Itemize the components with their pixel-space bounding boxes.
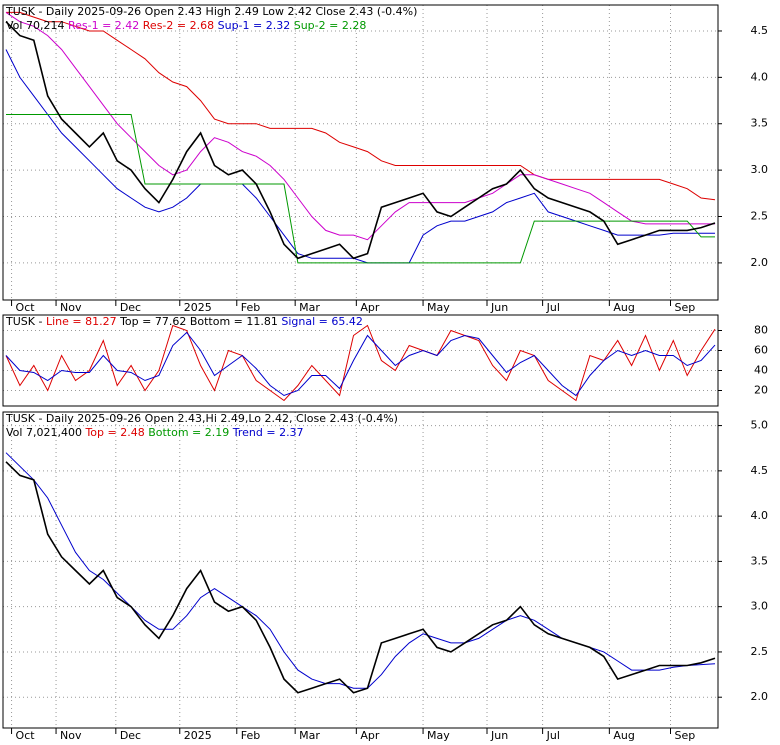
header-item: Bottom = 2.19	[148, 426, 233, 439]
series-line	[5, 21, 716, 260]
header-item: Top = 77.62	[119, 315, 190, 328]
x-tick-label: Dec	[120, 729, 141, 742]
header-item: TUSK - Daily 2025-09-26 Open 2.43,Hi 2.4…	[5, 412, 398, 425]
panel-header: Vol 70,214 Res-1 = 2.42 Res-2 = 2.68 Sup…	[6, 19, 366, 32]
header-item: Bottom = 11.81	[190, 315, 282, 328]
x-tick-label: 2025	[184, 301, 212, 314]
y-tick-label: 3.0	[751, 600, 769, 613]
x-tick-label: Jul	[546, 301, 560, 314]
y-tick-label: 80	[754, 324, 768, 337]
y-tick-label: 2.5	[751, 210, 769, 223]
x-tick-label: May	[427, 729, 450, 742]
x-tick-label: Aug	[613, 729, 634, 742]
panel-frame	[2, 4, 719, 301]
header-item: Res-1 = 2.42	[68, 19, 143, 32]
y-tick-label: 40	[754, 364, 768, 377]
y-tick-label: 4.0	[751, 70, 769, 83]
panel-header: TUSK - Daily 2025-09-26 Open 2.43 High 2…	[5, 5, 417, 18]
header-item: Sup-2 = 2.28	[294, 19, 367, 32]
header-item: Vol 7,021,400	[6, 426, 85, 439]
header-item: TUSK - Daily 2025-09-26 Open 2.43 High 2…	[5, 5, 417, 18]
series-line	[5, 11, 715, 241]
x-tick-label: Oct	[16, 729, 36, 742]
x-tick-label: Apr	[360, 729, 380, 742]
x-tick-label: 2025	[184, 729, 212, 742]
panel-header: TUSK - Daily 2025-09-26 Open 2.43,Hi 2.4…	[5, 412, 398, 425]
y-tick-label: 2.0	[751, 256, 769, 269]
x-tick-label: Feb	[241, 729, 260, 742]
y-tick-label: 3.5	[751, 117, 769, 130]
x-tick-label: Nov	[60, 729, 82, 742]
y-tick-label: 5.0	[751, 419, 769, 432]
series-line	[5, 324, 716, 402]
x-tick-label: Jun	[490, 301, 508, 314]
x-tick-label: Mar	[299, 729, 320, 742]
y-tick-label: 2.0	[751, 690, 769, 703]
series-line	[5, 452, 716, 689]
series-line	[5, 331, 716, 397]
x-tick-label: Feb	[241, 301, 260, 314]
x-tick-label: Aug	[613, 301, 634, 314]
x-tick-label: Mar	[299, 301, 320, 314]
y-tick-label: 2.5	[751, 645, 769, 658]
header-item: Top = 2.48	[84, 426, 148, 439]
y-tick-label: 60	[754, 344, 768, 357]
x-tick-label: Apr	[360, 301, 380, 314]
header-item: Res-2 = 2.68	[143, 19, 218, 32]
header-item: TUSK -	[5, 315, 46, 328]
series-line	[5, 461, 716, 694]
panel-header: Vol 7,021,400 Top = 2.48 Bottom = 2.19 T…	[6, 426, 304, 439]
x-tick-label: Dec	[120, 301, 141, 314]
panel-header: TUSK - Line = 81.27 Top = 77.62 Bottom =…	[5, 315, 363, 328]
x-tick-label: Sep	[675, 729, 696, 742]
x-tick-label: May	[427, 301, 450, 314]
x-tick-label: Sep	[675, 301, 696, 314]
x-tick-label: Jul	[546, 729, 560, 742]
x-tick-label: Nov	[60, 301, 82, 314]
y-tick-label: 4.5	[751, 24, 769, 37]
header-item: Sup-1 = 2.32	[218, 19, 294, 32]
series-line	[6, 11, 716, 201]
header-item: Line = 81.27	[46, 315, 120, 328]
series-line	[6, 114, 715, 264]
panel-frame	[2, 314, 719, 407]
y-tick-label: 4.0	[751, 509, 769, 522]
x-tick-label: Jun	[490, 729, 508, 742]
y-tick-label: 3.0	[751, 163, 769, 176]
panel-frame	[2, 411, 719, 729]
header-item: Vol 70,214	[6, 19, 68, 32]
y-tick-label: 20	[754, 384, 768, 397]
header-item: Trend = 2.37	[232, 426, 304, 439]
x-tick-label: Oct	[16, 301, 36, 314]
header-item: Signal = 65.42	[281, 315, 363, 328]
y-tick-label: 3.5	[751, 554, 769, 567]
y-tick-label: 4.5	[751, 464, 769, 477]
series-line	[5, 49, 715, 264]
